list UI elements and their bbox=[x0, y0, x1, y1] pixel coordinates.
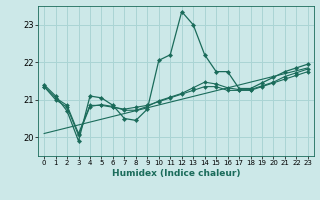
X-axis label: Humidex (Indice chaleur): Humidex (Indice chaleur) bbox=[112, 169, 240, 178]
